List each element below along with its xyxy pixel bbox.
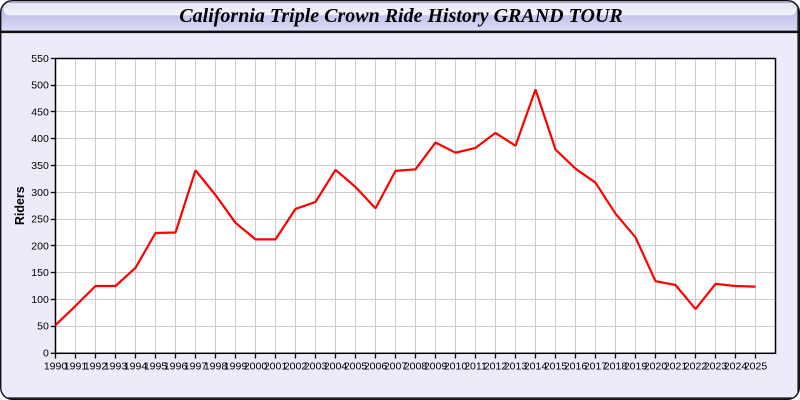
svg-text:1998: 1998 — [204, 361, 228, 373]
svg-text:2012: 2012 — [484, 361, 508, 373]
svg-text:2001: 2001 — [264, 361, 288, 373]
svg-text:2002: 2002 — [284, 361, 308, 373]
svg-text:500: 500 — [31, 80, 49, 92]
svg-text:1996: 1996 — [164, 361, 188, 373]
svg-text:50: 50 — [37, 321, 49, 333]
svg-text:450: 450 — [31, 107, 49, 119]
svg-text:Riders: Riders — [13, 186, 27, 225]
svg-text:2008: 2008 — [404, 361, 428, 373]
svg-text:350: 350 — [31, 160, 49, 172]
svg-text:100: 100 — [31, 294, 49, 306]
svg-text:1990: 1990 — [44, 361, 68, 373]
svg-text:2025: 2025 — [744, 361, 768, 373]
svg-text:200: 200 — [31, 240, 49, 252]
svg-text:2014: 2014 — [524, 361, 548, 373]
svg-text:2007: 2007 — [384, 361, 408, 373]
svg-text:0: 0 — [43, 348, 49, 360]
svg-text:1997: 1997 — [184, 361, 208, 373]
svg-text:2017: 2017 — [584, 361, 608, 373]
svg-text:300: 300 — [31, 187, 49, 199]
svg-text:2004: 2004 — [324, 361, 348, 373]
svg-text:2006: 2006 — [364, 361, 388, 373]
svg-text:150: 150 — [31, 267, 49, 279]
svg-text:1993: 1993 — [104, 361, 128, 373]
svg-text:2015: 2015 — [544, 361, 568, 373]
svg-text:2009: 2009 — [424, 361, 448, 373]
svg-text:2010: 2010 — [444, 361, 468, 373]
svg-text:2013: 2013 — [504, 361, 528, 373]
svg-text:1995: 1995 — [144, 361, 168, 373]
svg-text:550: 550 — [31, 53, 49, 65]
svg-text:2005: 2005 — [344, 361, 368, 373]
svg-text:2024: 2024 — [724, 361, 748, 373]
svg-text:1992: 1992 — [84, 361, 108, 373]
svg-text:2016: 2016 — [564, 361, 588, 373]
svg-text:400: 400 — [31, 133, 49, 145]
svg-text:2019: 2019 — [624, 361, 648, 373]
svg-text:1994: 1994 — [124, 361, 148, 373]
svg-text:California Triple Crown Ride H: California Triple Crown Ride History GRA… — [179, 5, 622, 27]
svg-text:2023: 2023 — [704, 361, 728, 373]
svg-text:250: 250 — [31, 214, 49, 226]
svg-text:2003: 2003 — [304, 361, 328, 373]
svg-text:1999: 1999 — [224, 361, 248, 373]
svg-text:2011: 2011 — [464, 361, 487, 373]
svg-text:2018: 2018 — [604, 361, 628, 373]
svg-text:2021: 2021 — [664, 361, 688, 373]
svg-text:1991: 1991 — [64, 361, 88, 373]
svg-text:2022: 2022 — [684, 361, 708, 373]
svg-text:2000: 2000 — [244, 361, 268, 373]
svg-text:2020: 2020 — [644, 361, 668, 373]
